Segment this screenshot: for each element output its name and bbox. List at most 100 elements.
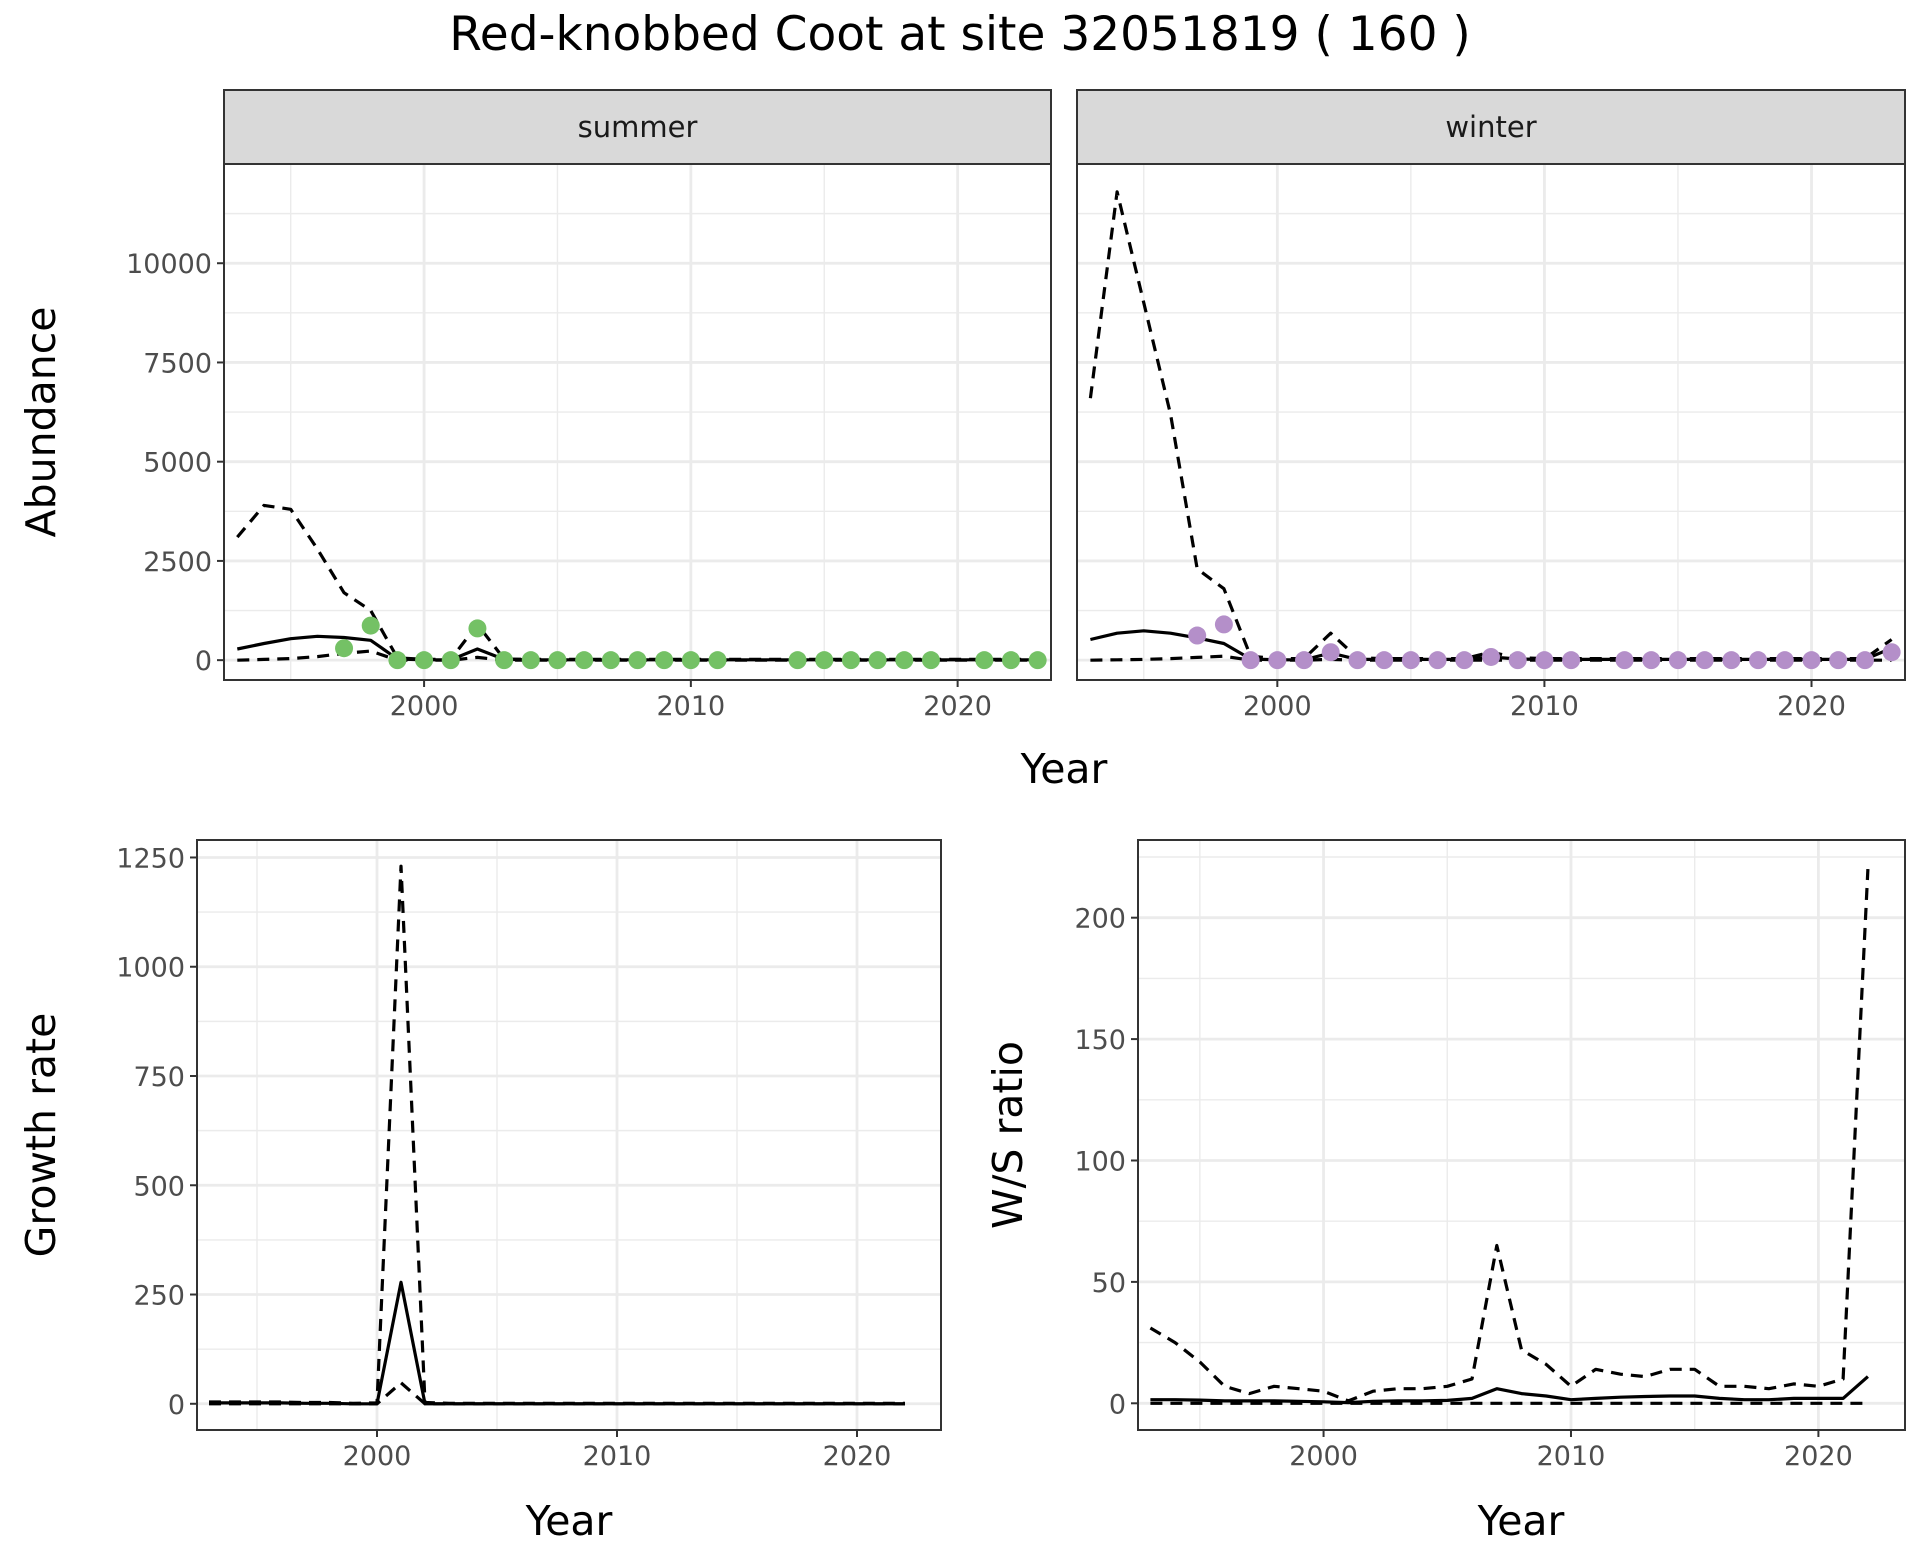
data-point xyxy=(841,651,860,670)
data-point xyxy=(361,616,380,635)
data-point xyxy=(548,651,567,670)
series-line-dashed xyxy=(209,864,905,1405)
data-point xyxy=(815,651,834,670)
series-line-solid xyxy=(1150,1375,1869,1405)
plot-background xyxy=(224,164,1051,680)
data-point xyxy=(1829,651,1848,670)
panel-growth: 2000 2010 2020 0 250 500 750 1000 1250 xyxy=(116,839,942,1472)
facet-label: summer xyxy=(578,110,698,144)
panel-border xyxy=(196,839,942,1431)
x-tick-label: 2000 xyxy=(390,691,459,722)
data-point xyxy=(1775,651,1794,670)
data-point xyxy=(1695,651,1714,670)
y-tick-label: 0 xyxy=(168,1390,185,1421)
data-point xyxy=(1642,651,1661,670)
data-point xyxy=(1348,651,1367,670)
facet-strip xyxy=(1076,89,1906,165)
data-point xyxy=(1188,626,1207,645)
data-point xyxy=(708,651,727,670)
series-line-dashed xyxy=(209,1381,905,1406)
chart-panels: 2000 2010 2020025005000750010000summer2000… xyxy=(17,89,1906,1545)
data-point xyxy=(601,651,620,670)
y-tick-label: 2500 xyxy=(143,547,212,578)
figure-title: Red-knobbed Coot at site 32051819 ( 160 … xyxy=(449,7,1471,62)
x-tick-label: 2020 xyxy=(823,1441,892,1472)
x-tick-label: 2000 xyxy=(1243,691,1312,722)
data-point xyxy=(1241,651,1260,670)
data-point xyxy=(1268,651,1287,670)
data-point xyxy=(1615,651,1634,670)
y-tick-label: 250 xyxy=(133,1281,185,1312)
x-axis-title-growth: Year xyxy=(525,1497,613,1545)
data-point xyxy=(975,651,994,670)
data-point xyxy=(1001,651,1020,670)
x-tick-label: 2000 xyxy=(1289,1441,1358,1472)
x-tick-label: 2000 xyxy=(343,1441,412,1472)
y-tick-label: 50 xyxy=(1092,1268,1126,1299)
data-point xyxy=(868,651,887,670)
data-point xyxy=(1562,651,1581,670)
y-tick-label: 0 xyxy=(195,646,212,677)
data-point xyxy=(335,639,354,658)
x-tick-label: 2010 xyxy=(1537,1441,1606,1472)
y-axis-title-growth: Growth rate xyxy=(17,1013,65,1258)
y-tick-label: 150 xyxy=(1074,1025,1126,1056)
data-point xyxy=(1028,651,1047,670)
plot-background xyxy=(197,840,941,1430)
y-tick-label: 0 xyxy=(1109,1389,1126,1420)
data-point xyxy=(655,651,674,670)
x-tick-label: 2010 xyxy=(583,1441,652,1472)
x-tick-label: 2020 xyxy=(1777,691,1846,722)
data-point xyxy=(1749,651,1768,670)
x-tick-label: 2010 xyxy=(656,691,725,722)
data-point xyxy=(1802,651,1821,670)
y-tick-label: 5000 xyxy=(143,448,212,479)
panel-abundance-summer: 2000 2010 2020 0 2500 5000 7500 10000 summer xyxy=(126,89,1052,722)
y-tick-label: 200 xyxy=(1074,904,1126,935)
y-tick-label: 1000 xyxy=(116,953,185,984)
data-point xyxy=(468,619,487,638)
data-point xyxy=(415,651,434,670)
data-point xyxy=(1722,651,1741,670)
data-point xyxy=(1375,651,1394,670)
data-point xyxy=(921,651,940,670)
data-point xyxy=(521,651,540,670)
data-point xyxy=(895,651,914,670)
x-tick-label: 2020 xyxy=(923,691,992,722)
data-point xyxy=(495,651,514,670)
y-tick-label: 1250 xyxy=(116,843,185,874)
x-axis-title-abundance: Year xyxy=(1020,745,1108,793)
x-tick-label: 2020 xyxy=(1784,1441,1853,1472)
y-axis-title-abundance: Abundance xyxy=(17,307,65,538)
data-point xyxy=(1455,651,1474,670)
y-tick-label: 750 xyxy=(133,1062,185,1093)
data-point xyxy=(1401,651,1420,670)
plot-background xyxy=(1138,840,1905,1430)
data-point xyxy=(1855,651,1874,670)
plot-background xyxy=(1077,164,1905,680)
x-axis-title-ws: Year xyxy=(1477,1497,1565,1545)
y-tick-label: 500 xyxy=(133,1171,185,1202)
y-tick-label: 100 xyxy=(1074,1146,1126,1177)
panel-border xyxy=(1137,839,1906,1431)
data-point xyxy=(388,651,407,670)
series-line-dashed xyxy=(1149,869,1870,1403)
data-point xyxy=(1508,651,1527,670)
data-point xyxy=(1214,615,1233,634)
data-point xyxy=(681,651,700,670)
panel-ws-ratio: 2000 2010 2020 0 50 100 150 200 xyxy=(1074,839,1906,1472)
data-point xyxy=(1535,651,1554,670)
data-point xyxy=(575,651,594,670)
data-point xyxy=(1295,651,1314,670)
facet-strip xyxy=(223,89,1052,165)
y-tick-label: 7500 xyxy=(143,348,212,379)
data-point xyxy=(441,651,460,670)
data-point xyxy=(788,651,807,670)
y-tick-label: 10000 xyxy=(126,249,212,280)
data-point xyxy=(1482,647,1500,666)
data-point xyxy=(1428,651,1447,670)
data-point xyxy=(1668,651,1687,670)
data-point xyxy=(1321,643,1340,662)
y-axis-title-ws: W/S ratio xyxy=(984,1041,1032,1229)
